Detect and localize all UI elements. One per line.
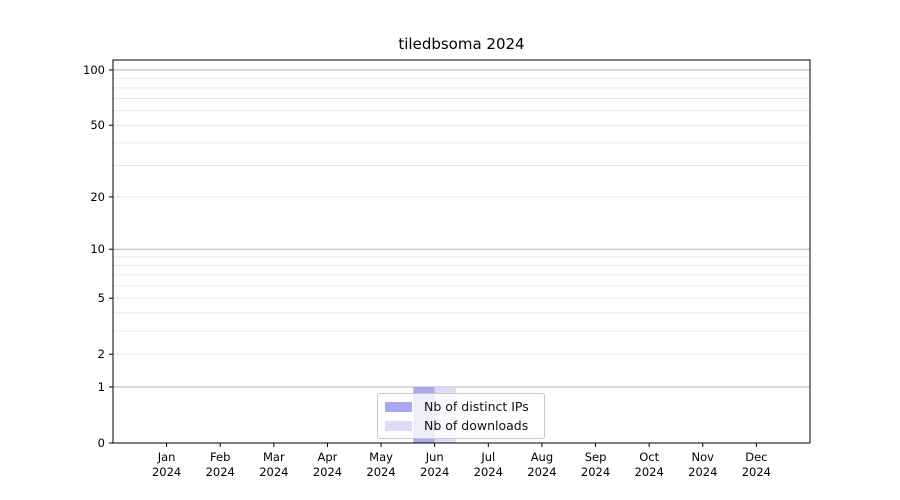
y-axis: 0 1 2 5 10 20 50 100	[83, 63, 113, 450]
legend-label-downloads: Nb of downloads	[424, 418, 529, 433]
y-tick-label: 50	[90, 118, 105, 132]
chart-title: tiledbsoma 2024	[398, 35, 525, 53]
x-tick-label: Nov 2024	[688, 450, 717, 479]
legend-label-distinct-ips: Nb of distinct IPs	[424, 399, 529, 414]
x-tick-label: Dec 2024	[742, 450, 771, 479]
x-tick-label: Mar 2024	[259, 450, 288, 479]
x-tick-label: Aug 2024	[527, 450, 556, 479]
x-tick-label: May 2024	[366, 450, 395, 479]
x-tick-label: Jul 2024	[474, 450, 503, 479]
y-tick-label: 1	[98, 380, 105, 394]
x-tick-label: Feb 2024	[206, 450, 235, 479]
y-tick-label: 10	[90, 242, 105, 256]
legend-item-distinct-ips: Nb of distinct IPs	[385, 399, 544, 414]
y-tick-label: 100	[83, 63, 105, 77]
y-tick-label: 5	[98, 291, 105, 305]
x-tick-label: Oct 2024	[635, 450, 664, 479]
minor-gridlines	[113, 77, 810, 355]
plot-border	[112, 59, 811, 444]
legend: Nb of distinct IPs Nb of downloads	[377, 393, 545, 439]
x-tick-label: Sep 2024	[581, 450, 610, 479]
y-tick-label: 0	[98, 436, 105, 450]
x-axis: Jan 2024 Feb 2024 Mar 2024 Apr 2024 May 2024 Jun 20…	[152, 443, 771, 479]
y-tick-label: 2	[98, 347, 105, 361]
x-tick-label: Apr 2024	[313, 450, 342, 479]
x-tick-label: Jan 2024	[152, 450, 181, 479]
legend-swatch-distinct-ips	[385, 401, 412, 412]
major-gridlines	[113, 69, 810, 388]
legend-swatch-downloads	[385, 420, 412, 431]
x-tick-label: Jun 2024	[420, 450, 449, 479]
legend-item-downloads: Nb of downloads	[385, 418, 544, 433]
y-tick-label: 20	[90, 190, 105, 204]
